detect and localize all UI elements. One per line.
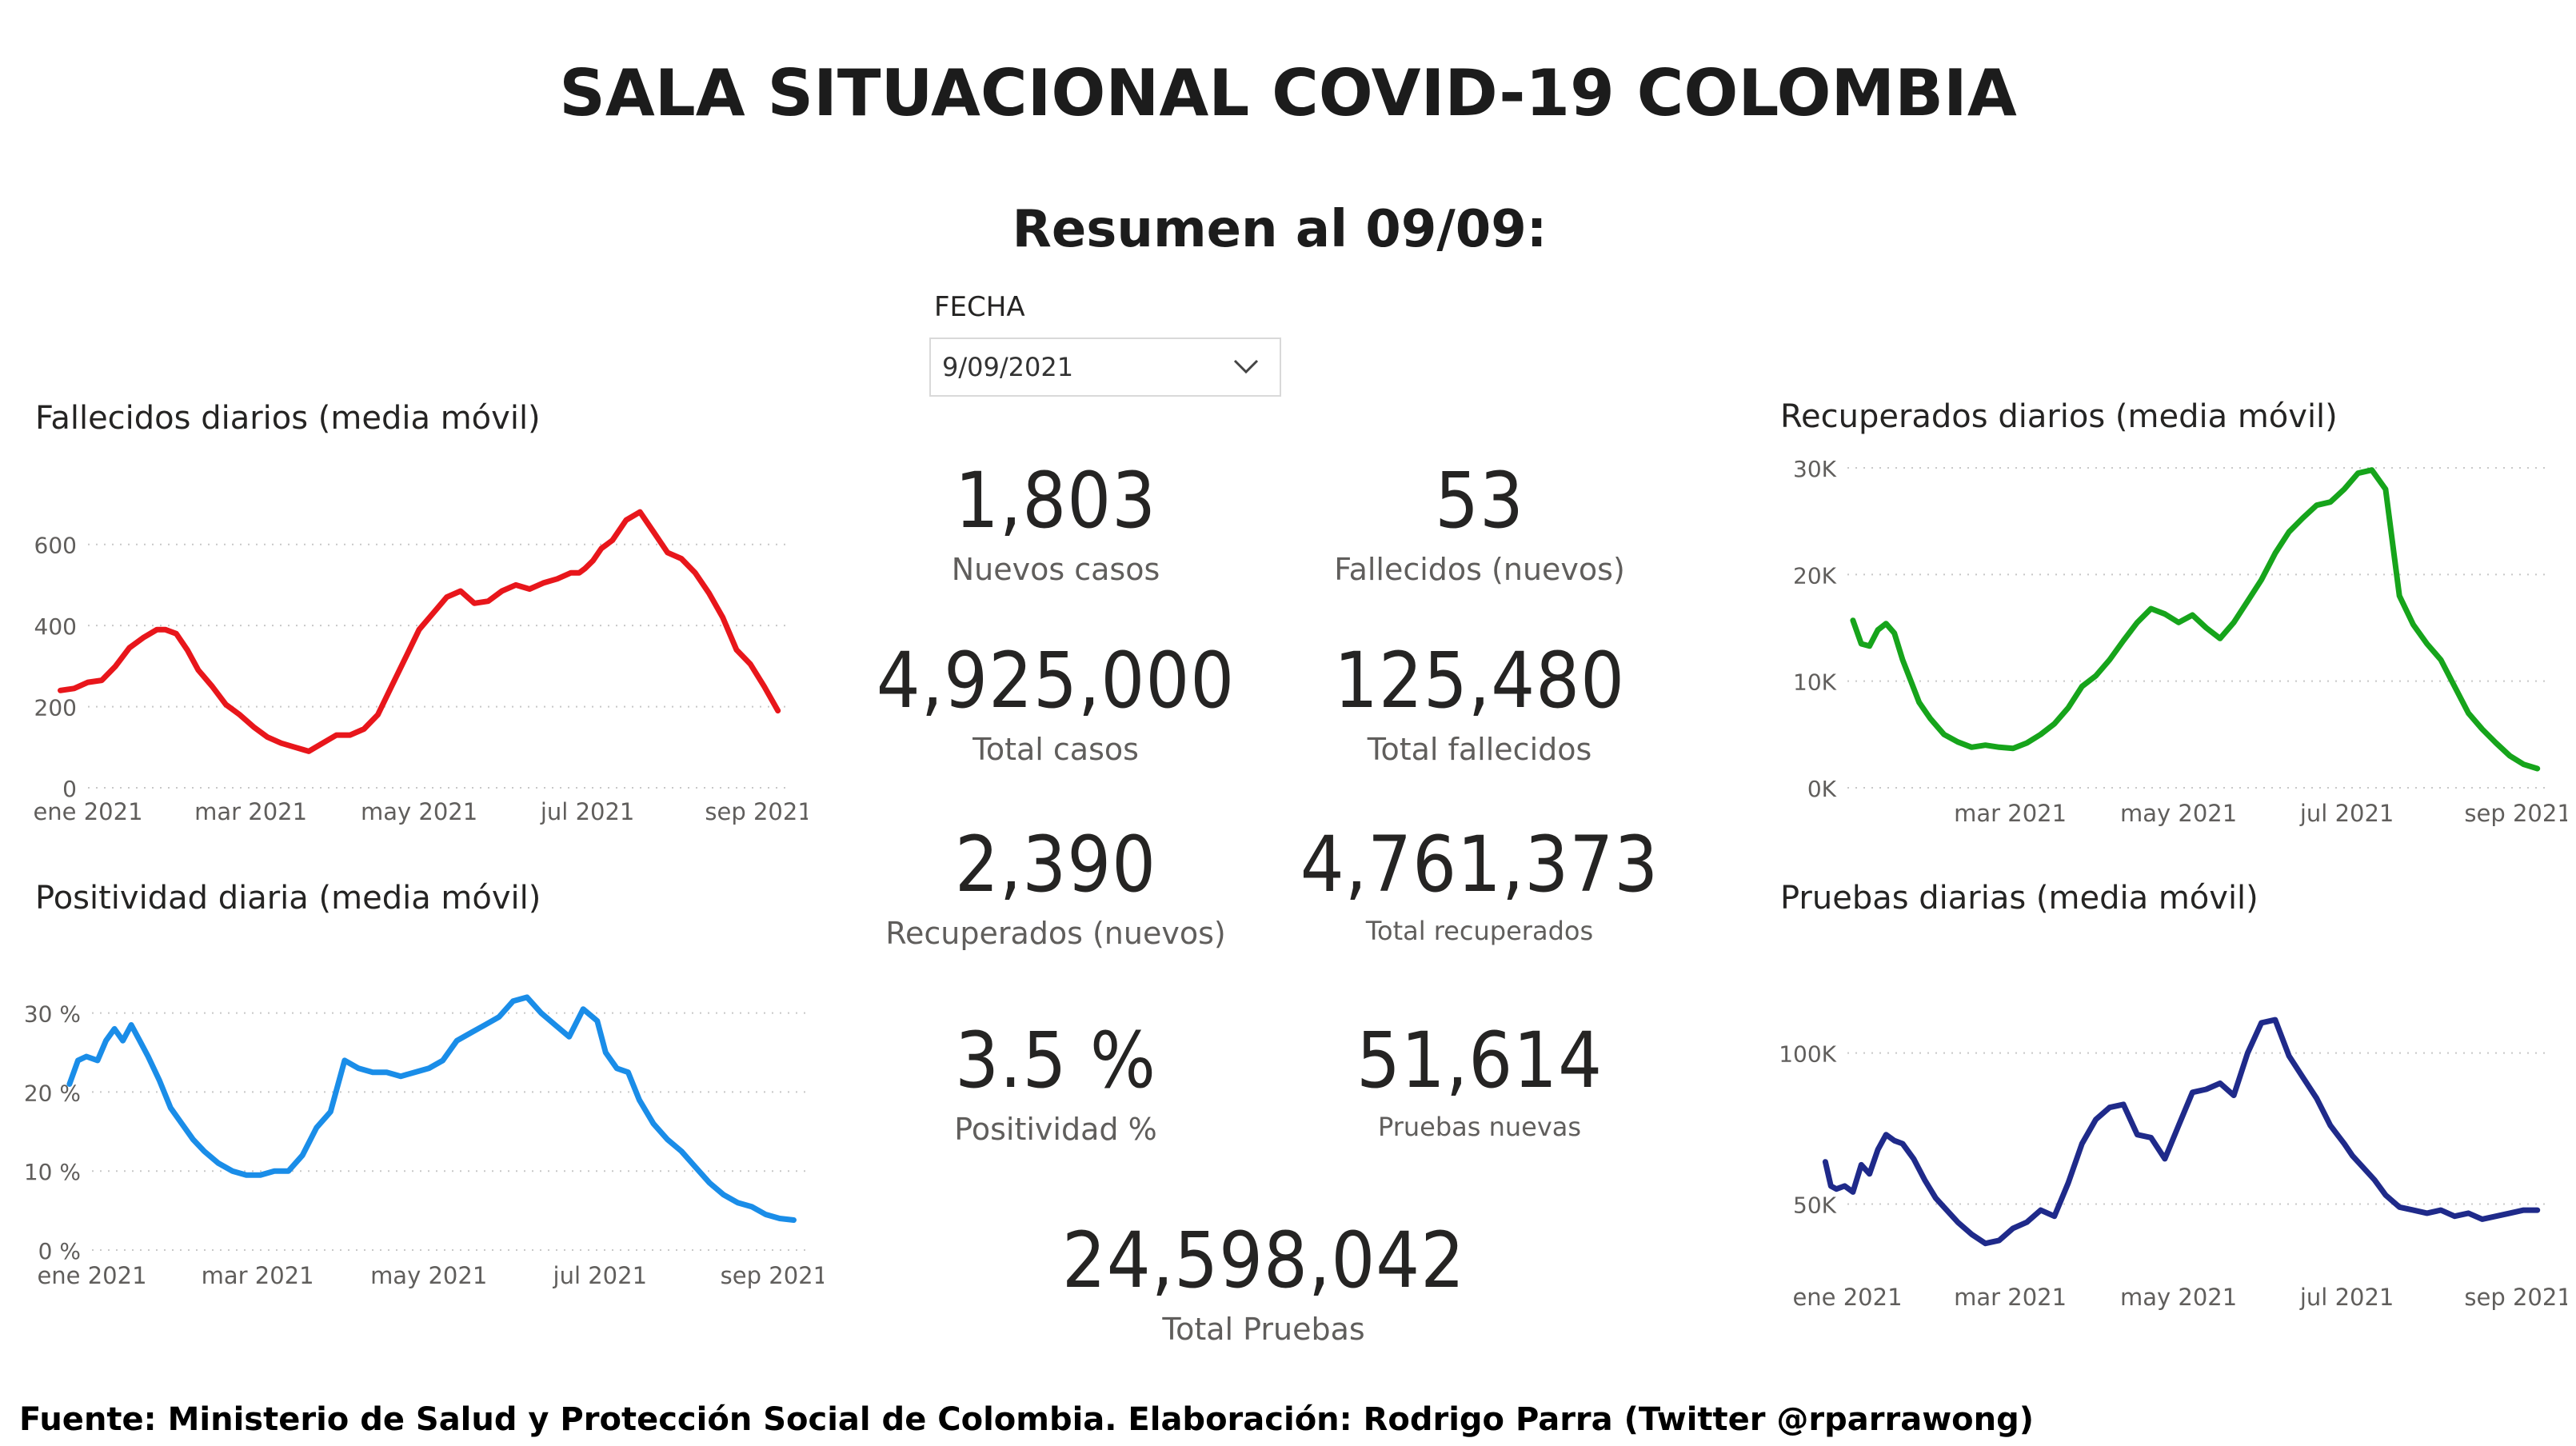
kpi-label: Positividad % bbox=[954, 1112, 1157, 1147]
chart-recuperados: 0K 10K 20K 30K mar 2021 may 2021 jul 2021 sep 2… bbox=[1793, 456, 2567, 827]
kpi-label: Nuevos casos bbox=[951, 552, 1160, 587]
y-tick-label: 30K bbox=[1793, 456, 1837, 482]
y-tick-label: 30 % bbox=[24, 1001, 81, 1028]
kpi-total-casos: 4,925,000 Total casos bbox=[848, 636, 1264, 767]
x-tick-label: may 2021 bbox=[2120, 1284, 2237, 1311]
kpi-nuevos-casos: 1,803 Nuevos casos bbox=[864, 456, 1248, 587]
y-tick-label: 0 bbox=[62, 776, 77, 802]
y-tick-label: 100K bbox=[1779, 1041, 1836, 1068]
series-line-pruebas bbox=[1822, 1017, 2541, 1247]
kpi-label: Total recuperados bbox=[1365, 916, 1594, 946]
y-tick-label: 50K bbox=[1793, 1192, 1837, 1219]
kpi-value: 24,598,042 bbox=[1061, 1216, 1466, 1305]
kpi-value: 51,614 bbox=[1356, 1016, 1604, 1105]
kpi-fallecidos-nuevos: 53 Fallecidos (nuevos) bbox=[1288, 456, 1671, 587]
kpi-label: Fallecidos (nuevos) bbox=[1334, 552, 1625, 587]
x-tick-label: mar 2021 bbox=[1954, 1284, 2067, 1311]
kpi-label: Total casos bbox=[972, 732, 1139, 767]
x-tick-label: sep 2021 bbox=[2464, 800, 2567, 827]
kpi-value: 4,761,373 bbox=[1300, 820, 1659, 909]
x-tick-label: jul 2021 bbox=[553, 1262, 648, 1289]
series-line-positividad bbox=[66, 994, 797, 1223]
kpi-positividad: 3.5 % Positividad % bbox=[864, 1016, 1248, 1147]
x-tick-label: ene 2021 bbox=[33, 798, 142, 825]
source-footer: Fuente: Ministerio de Salud y Protección… bbox=[19, 1401, 2035, 1438]
x-tick-label: mar 2021 bbox=[202, 1262, 314, 1289]
kpi-value: 125,480 bbox=[1333, 636, 1626, 725]
dashboard-title: SALA SITUACIONAL COVID-19 COLOMBIA bbox=[559, 56, 2017, 130]
kpi-pruebas-nuevas: 51,614 Pruebas nuevas bbox=[1288, 1016, 1671, 1142]
y-tick-label: 0K bbox=[1807, 776, 1837, 802]
kpi-value: 3.5 % bbox=[955, 1016, 1156, 1105]
chart-title-recuperados: Recuperados diarios (media móvil) bbox=[1780, 398, 2338, 435]
chart-title-positividad: Positividad diaria (media móvil) bbox=[35, 880, 541, 917]
chart-title-fallecidos: Fallecidos diarios (media móvil) bbox=[35, 400, 541, 437]
kpi-label: Pruebas nuevas bbox=[1377, 1112, 1582, 1142]
kpi-label: Recuperados (nuevos) bbox=[885, 916, 1226, 951]
date-filter-value: 9/09/2021 bbox=[942, 352, 1074, 382]
kpi-value: 1,803 bbox=[954, 456, 1157, 545]
x-tick-label: jul 2021 bbox=[2299, 1284, 2394, 1311]
x-tick-label: ene 2021 bbox=[37, 1262, 146, 1289]
kpi-value: 4,925,000 bbox=[876, 636, 1236, 725]
x-tick-label: sep 2021 bbox=[705, 798, 808, 825]
chart-title-pruebas: Pruebas diarias (media móvil) bbox=[1780, 880, 2258, 917]
x-tick-label: mar 2021 bbox=[1954, 800, 2067, 827]
kpi-total-recuperados: 4,761,373 Total recuperados bbox=[1264, 820, 1695, 946]
x-tick-label: mar 2021 bbox=[194, 798, 307, 825]
kpi-value: 2,390 bbox=[954, 820, 1157, 909]
y-tick-label: 600 bbox=[34, 533, 77, 559]
x-tick-label: ene 2021 bbox=[1792, 1284, 1902, 1311]
y-tick-label: 0 % bbox=[38, 1238, 81, 1264]
x-tick-label: sep 2021 bbox=[721, 1262, 824, 1289]
y-tick-label: 400 bbox=[34, 613, 77, 640]
y-tick-label: 10K bbox=[1793, 669, 1837, 696]
kpi-label: Total fallecidos bbox=[1367, 732, 1592, 767]
chart-pruebas: 50K 100K ene 2021 mar 2021 may 2021 jul 2021 s… bbox=[1779, 1017, 2567, 1311]
kpi-value: 53 bbox=[1435, 456, 1524, 545]
x-tick-label: may 2021 bbox=[361, 798, 477, 825]
kpi-recuperados-nuevos: 2,390 Recuperados (nuevos) bbox=[848, 820, 1264, 951]
y-tick-label: 20K bbox=[1793, 562, 1837, 589]
kpi-total-pruebas: 24,598,042 Total Pruebas bbox=[1040, 1216, 1488, 1347]
series-line-fallecidos bbox=[58, 509, 781, 754]
y-tick-label: 200 bbox=[34, 695, 77, 721]
kpi-label: Total Pruebas bbox=[1162, 1312, 1365, 1347]
chevron-down-icon bbox=[1233, 359, 1259, 374]
summary-date-heading: Resumen al 09/09: bbox=[1012, 200, 1548, 259]
date-filter-label: FECHA bbox=[934, 291, 1025, 323]
x-tick-label: jul 2021 bbox=[2299, 800, 2394, 827]
x-tick-label: sep 2021 bbox=[2464, 1284, 2567, 1311]
y-tick-label: 10 % bbox=[24, 1159, 81, 1185]
date-filter-dropdown[interactable]: 9/09/2021 bbox=[929, 338, 1281, 397]
x-tick-label: may 2021 bbox=[2120, 800, 2237, 827]
chart-fallecidos: 0 200 400 600 ene 2021 mar 2021 may 2021 jul 20… bbox=[33, 509, 808, 825]
kpi-total-fallecidos: 125,480 Total fallecidos bbox=[1288, 636, 1671, 767]
x-tick-label: may 2021 bbox=[370, 1262, 487, 1289]
series-line-recuperados bbox=[1850, 467, 2541, 772]
x-tick-label: jul 2021 bbox=[540, 798, 635, 825]
chart-positividad: 0 %10 %20 %30 %ene 2021 mar 2021 may 2021 j… bbox=[24, 994, 824, 1289]
